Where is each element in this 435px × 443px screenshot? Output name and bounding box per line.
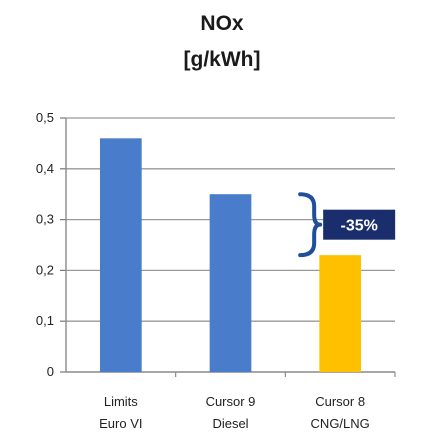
bar [319, 255, 362, 372]
reduction-badge [323, 209, 396, 240]
reduction-annotation: -35% [298, 192, 396, 258]
y-tick-label: 0,1 [36, 313, 54, 328]
bar [209, 194, 252, 372]
category-label: Cursor 9 [206, 394, 256, 409]
curly-brace [298, 192, 323, 258]
y-tick-label: 0,3 [36, 212, 54, 227]
y-tick-label: 0,2 [36, 262, 54, 277]
category-label: Cursor 8 [315, 394, 365, 409]
category-label: CNG/LNG [311, 416, 370, 431]
bar [99, 138, 142, 372]
y-tick-label: 0,5 [36, 110, 54, 125]
y-tick-label: 0,4 [36, 161, 54, 176]
reduction-badge-label: -35% [340, 218, 377, 235]
category-label: Diesel [212, 416, 248, 431]
y-tick-label: 0 [47, 364, 54, 379]
category-label: Limits [104, 394, 138, 409]
y-tick-labels: 0 0,1 0,2 0,3 0,4 0,5 [36, 110, 54, 379]
chart-title: NOx [200, 12, 244, 35]
chart-subtitle: [g/kWh] [184, 48, 261, 71]
category-labels: Limits Euro VI Cursor 9 Diesel Cursor 8 CNG/L… [99, 394, 370, 431]
category-label: Euro VI [99, 416, 142, 431]
bars [99, 138, 362, 372]
